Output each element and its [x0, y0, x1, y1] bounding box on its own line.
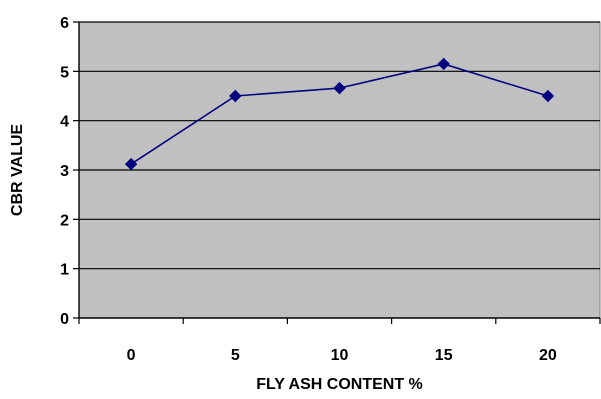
y-axis-title: CBR VALUE	[9, 124, 26, 216]
x-tick-label: 15	[435, 347, 453, 364]
tick-labels: 0 1 2 3 4 5 6 0 5 10 15 20	[60, 15, 557, 364]
data-point-marker	[124, 157, 138, 171]
data-point-marker	[437, 57, 450, 71]
y-tick-label: 5	[60, 64, 69, 81]
x-tick-label: 0	[127, 347, 136, 364]
data-point-marker	[333, 81, 346, 95]
y-tick-label: 1	[60, 262, 69, 279]
data-point-marker	[541, 89, 555, 103]
y-tick-label: 4	[60, 114, 69, 131]
x-tick-label: 20	[539, 347, 557, 364]
data-series	[124, 57, 555, 171]
gridlines	[79, 21, 600, 270]
axes	[73, 21, 601, 324]
x-tick-label: 5	[231, 347, 240, 364]
y-tick-label: 3	[60, 163, 69, 180]
y-tick-label: 6	[60, 15, 69, 32]
y-tick-label: 0	[60, 311, 69, 328]
x-axis-title: FLY ASH CONTENT %	[256, 376, 423, 393]
x-tick-label: 10	[331, 347, 349, 364]
y-tick-label: 2	[60, 212, 69, 229]
data-point-marker	[229, 89, 242, 103]
